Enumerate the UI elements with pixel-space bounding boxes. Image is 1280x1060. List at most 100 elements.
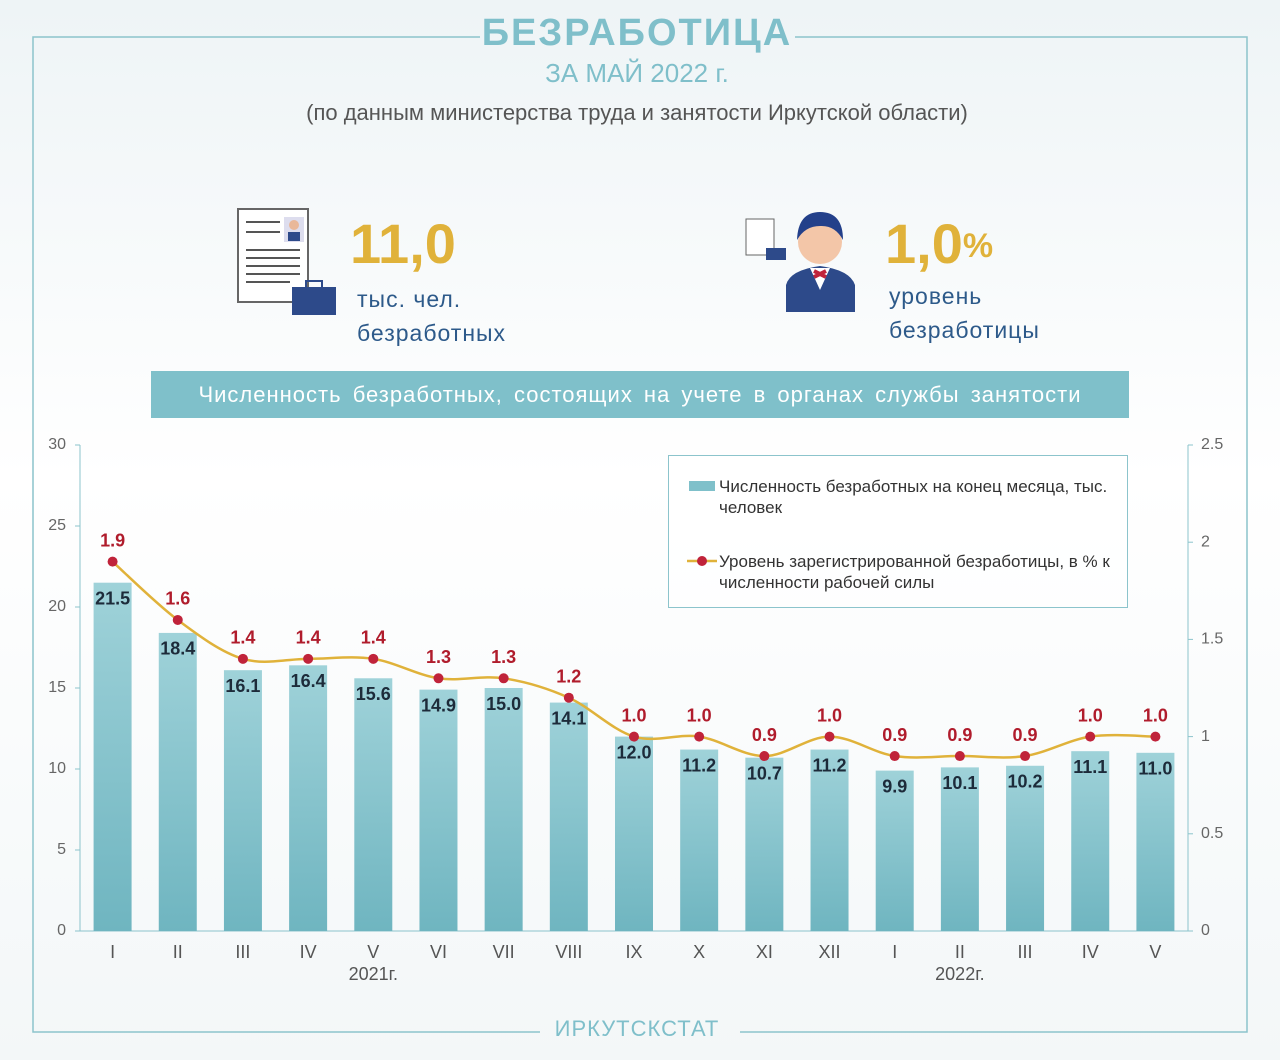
y-tick-label: 20: [48, 598, 66, 615]
y-tick-label: 5: [57, 841, 66, 858]
person-icon: [745, 212, 855, 312]
line-value-label: 1.0: [817, 705, 842, 725]
legend: Численность безработных на конец месяца,…: [668, 455, 1128, 608]
bar-value-label: 12.0: [616, 742, 651, 762]
bar: [93, 582, 132, 931]
x-tick-label: VII: [493, 942, 515, 962]
x-tick-label: V: [1149, 942, 1161, 962]
line-marker: [759, 751, 770, 762]
bar-value-label: 14.9: [421, 695, 456, 715]
bar: [940, 767, 979, 931]
bar-value-label: 9.9: [882, 776, 907, 796]
line-marker: [368, 653, 379, 664]
y-tick-label: 25: [48, 517, 66, 534]
bar: [1071, 751, 1110, 931]
x-tick-label: III: [1018, 942, 1033, 962]
line-marker: [889, 751, 900, 762]
bar-value-label: 10.7: [747, 763, 782, 783]
bar-value-label: 15.0: [486, 694, 521, 714]
x-tick-label: X: [693, 942, 705, 962]
source: (по данным министерства труда и занятост…: [306, 100, 968, 125]
bar-value-label: 18.4: [160, 639, 195, 659]
bar: [810, 749, 849, 931]
subtitle: ЗА МАЙ 2022 г.: [545, 58, 729, 88]
line-value-label: 1.0: [1078, 705, 1103, 725]
line-value-label: 1.0: [1143, 705, 1168, 725]
year-label: 2021г.: [349, 964, 398, 984]
stat-line: безработицы: [889, 317, 1040, 343]
legend-item: Уровень зарегистрированной безработицы, …: [687, 551, 1114, 593]
banner: Численность безработных, состоящих на уч…: [198, 382, 1081, 407]
y2-tick-label: 1: [1201, 728, 1210, 745]
line-value-label: 1.3: [491, 647, 516, 667]
bar-value-label: 11.2: [813, 755, 847, 775]
bar: [354, 678, 393, 931]
line-value-label: 1.6: [165, 589, 190, 609]
line-marker: [1150, 731, 1161, 742]
bar-value-label: 10.1: [942, 773, 977, 793]
bar: [745, 757, 784, 931]
line-value-label: 0.9: [882, 725, 907, 745]
x-tick-label: VI: [430, 942, 447, 962]
legend-label: Уровень зарегистрированной безработицы, …: [719, 552, 1110, 592]
line-marker: [629, 731, 639, 742]
stat-line: уровень: [889, 283, 982, 309]
y-tick-label: 10: [48, 760, 66, 777]
line-value-label: 1.4: [361, 628, 386, 648]
bar: [875, 770, 914, 931]
bar-value-label: 16.1: [225, 676, 260, 696]
stat-line: безработных: [357, 320, 506, 346]
footer: ИРКУТСКСТАТ: [555, 1016, 720, 1041]
line-value-label: 1.2: [556, 666, 581, 686]
x-tick-label: IX: [625, 942, 642, 962]
legend-item: Численность безработных на конец месяца,…: [689, 476, 1114, 518]
banner-bg: [151, 371, 1129, 418]
year-label: 2022г.: [935, 964, 984, 984]
resume-icon: [237, 208, 336, 315]
bar-value-label: 14.1: [551, 708, 586, 728]
line-marker: [694, 731, 705, 742]
y2-tick-label: 2: [1201, 533, 1210, 550]
line-value-label: 1.4: [296, 628, 321, 648]
bar: [289, 665, 328, 931]
x-tick-label: I: [110, 942, 115, 962]
legend-swatch: [689, 481, 715, 491]
stat-value: 1,0%: [885, 212, 993, 275]
x-tick-label: V: [367, 942, 379, 962]
bar-value-label: 21.5: [95, 588, 130, 608]
bar-value-label: 11.1: [1073, 757, 1107, 777]
stat-value: 11,0: [350, 212, 456, 275]
bar: [549, 702, 588, 931]
y-tick-label: 0: [57, 922, 66, 939]
bar: [484, 688, 523, 931]
legend-swatch: [687, 556, 717, 566]
x-tick-label: III: [235, 942, 250, 962]
line-value-label: 1.3: [426, 647, 451, 667]
legend-label: Численность безработных на конец месяца,…: [719, 477, 1108, 517]
x-tick-label: VIII: [555, 942, 582, 962]
y-tick-label: 30: [48, 436, 66, 453]
line-value-label: 0.9: [752, 725, 777, 745]
stat-unit: %: [963, 227, 993, 265]
line-marker: [107, 556, 118, 567]
x-tick-label: I: [892, 942, 897, 962]
line-marker: [563, 692, 574, 703]
bar: [615, 736, 653, 931]
y2-tick-label: 0: [1201, 922, 1210, 939]
line-marker: [1085, 731, 1096, 742]
line-value-label: 1.4: [230, 628, 255, 648]
x-tick-label: II: [955, 942, 965, 962]
bar-value-label: 16.4: [291, 671, 326, 691]
line-marker: [1020, 751, 1031, 762]
x-tick-label: XI: [756, 942, 773, 962]
line-marker: [498, 673, 509, 684]
stat-number: 1,0: [885, 212, 963, 275]
y2-tick-label: 0.5: [1201, 825, 1223, 842]
line-value-label: 1.0: [687, 705, 712, 725]
x-tick-label: IV: [300, 942, 317, 962]
bar: [158, 632, 197, 931]
bar: [680, 749, 719, 931]
line-value-label: 1.9: [100, 530, 125, 550]
